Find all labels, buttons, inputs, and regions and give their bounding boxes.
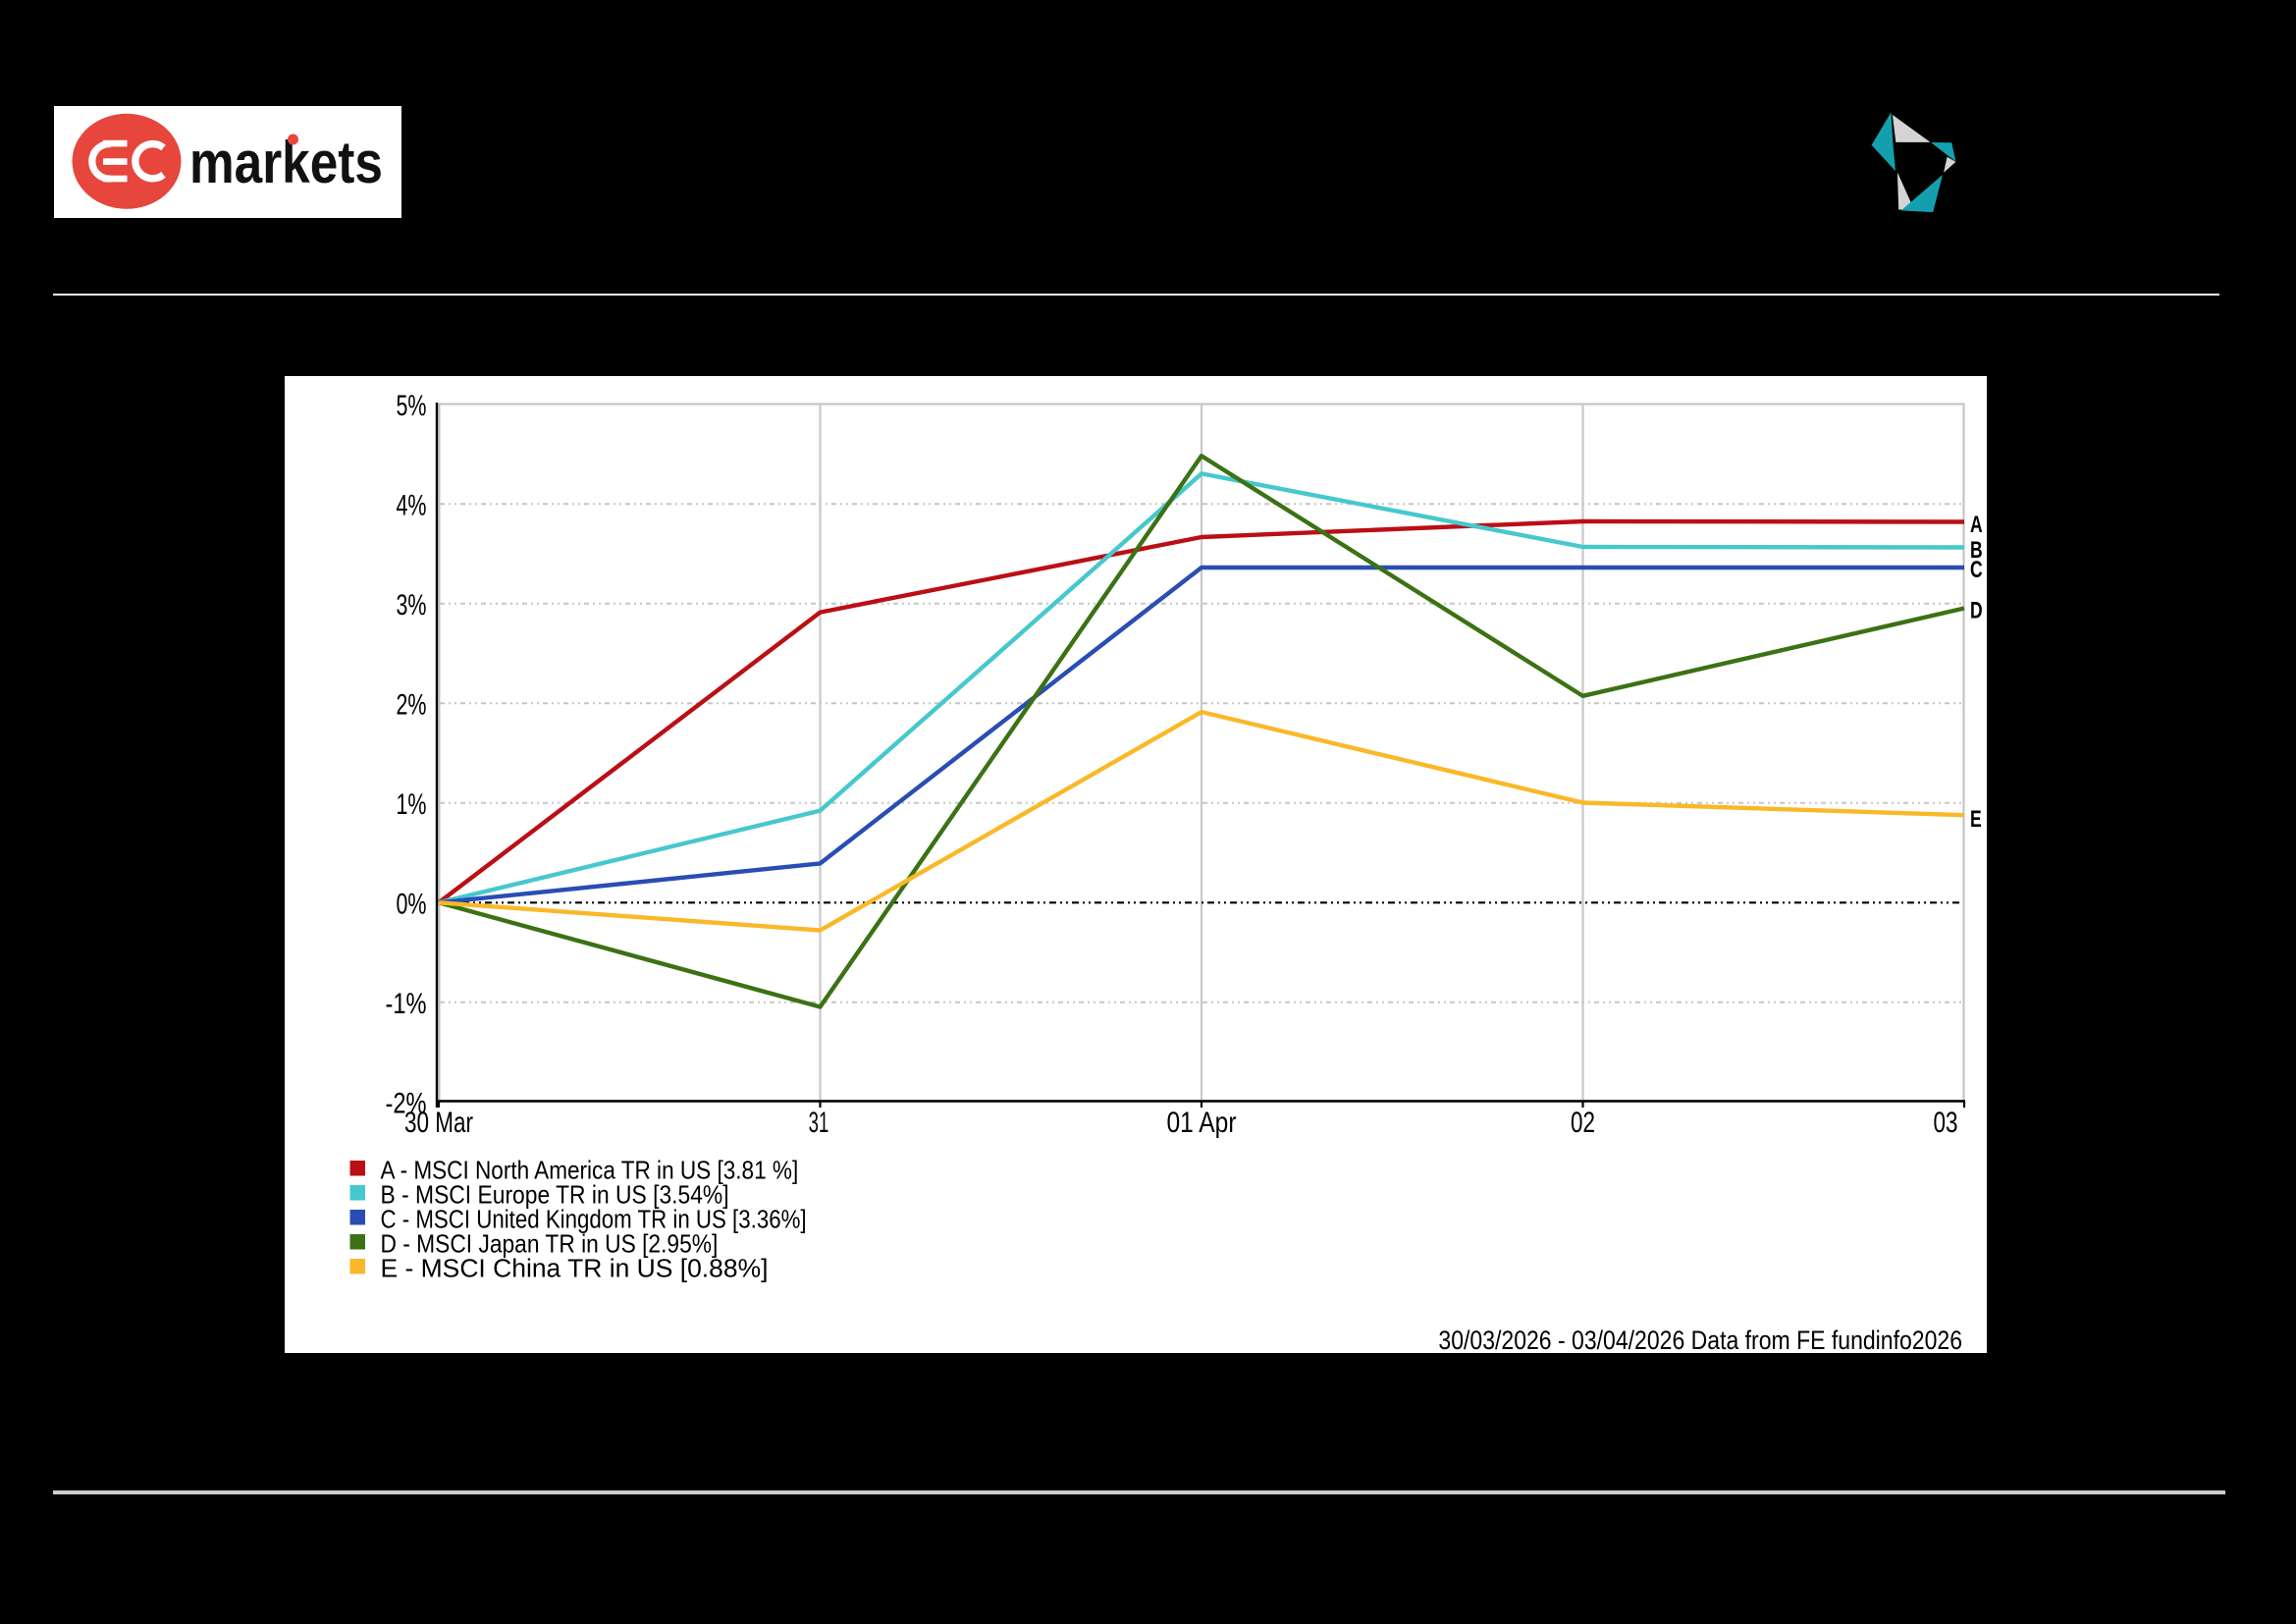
svg-text:E: E xyxy=(1970,806,1982,832)
svg-text:C - MSCI United Kingdom TR in: C - MSCI United Kingdom TR in US [3.36%] xyxy=(381,1206,807,1234)
svg-text:03: 03 xyxy=(1934,1106,1958,1139)
svg-text:5%: 5% xyxy=(397,388,427,422)
svg-text:-2%: -2% xyxy=(386,1087,427,1119)
svg-text:A - MSCI North America TR in U: A - MSCI North America TR in US [3.81 %] xyxy=(381,1157,799,1185)
svg-text:4%: 4% xyxy=(397,488,427,522)
svg-text:D: D xyxy=(1970,598,1983,623)
svg-text:C: C xyxy=(1970,557,1983,582)
svg-text:A: A xyxy=(1970,512,1983,537)
svg-text:1%: 1% xyxy=(397,786,427,821)
svg-text:B - MSCI Europe TR in US [3.54: B - MSCI Europe TR in US [3.54%] xyxy=(381,1181,729,1210)
svg-text:2%: 2% xyxy=(397,687,427,722)
svg-text:0%: 0% xyxy=(397,887,427,921)
svg-text:3%: 3% xyxy=(397,587,427,622)
svg-text:-1%: -1% xyxy=(386,987,427,1019)
svg-text:E - MSCI China TR in US [0.88%: E - MSCI China TR in US [0.88%] xyxy=(381,1254,769,1283)
svg-text:31: 31 xyxy=(809,1107,829,1140)
svg-text:markets: markets xyxy=(189,129,383,195)
svg-text:01 Apr: 01 Apr xyxy=(1167,1106,1237,1139)
svg-text:30 Mar: 30 Mar xyxy=(404,1106,473,1139)
svg-text:30/03/2026 - 03/04/2026 Data f: 30/03/2026 - 03/04/2026 Data from FE fun… xyxy=(1438,1326,1962,1353)
svg-text:B: B xyxy=(1970,537,1983,563)
svg-text:D - MSCI Japan TR in US [2.95%: D - MSCI Japan TR in US [2.95%] xyxy=(381,1230,719,1259)
svg-text:02: 02 xyxy=(1571,1106,1595,1139)
